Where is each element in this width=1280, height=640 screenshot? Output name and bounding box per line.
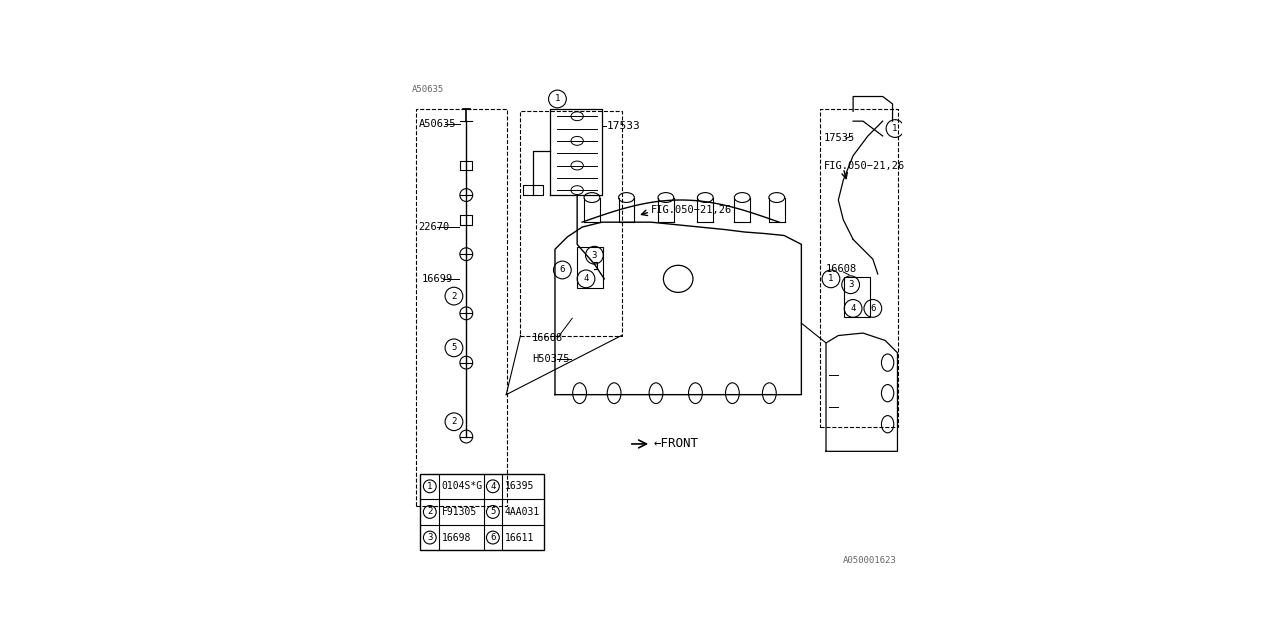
Text: 3: 3 — [591, 251, 596, 260]
Text: 16395: 16395 — [504, 481, 534, 492]
Text: 4: 4 — [490, 482, 495, 491]
Text: FIG.050−21,26: FIG.050−21,26 — [823, 161, 905, 170]
Bar — [577, 247, 603, 288]
Text: 22670: 22670 — [419, 222, 449, 232]
Text: 16608: 16608 — [531, 333, 563, 343]
Text: ←FRONT: ←FRONT — [654, 437, 699, 451]
Text: 16611: 16611 — [504, 532, 534, 543]
Text: 1: 1 — [828, 275, 833, 284]
Text: 1: 1 — [428, 482, 433, 491]
Text: 2: 2 — [452, 417, 457, 426]
Text: 6: 6 — [559, 266, 564, 275]
Text: 2: 2 — [428, 508, 433, 516]
Text: 4: 4 — [850, 304, 856, 313]
Text: 17535: 17535 — [823, 133, 855, 143]
Text: 16699: 16699 — [422, 274, 453, 284]
Text: 3: 3 — [847, 280, 854, 289]
Text: 4AA031: 4AA031 — [504, 507, 540, 517]
Text: 6: 6 — [490, 533, 495, 542]
Text: H50375: H50375 — [531, 354, 570, 364]
Text: 6: 6 — [870, 304, 876, 313]
Text: 1: 1 — [892, 124, 897, 133]
Text: A50635: A50635 — [412, 84, 444, 93]
Text: 4: 4 — [584, 275, 589, 284]
Bar — [420, 474, 544, 550]
Bar — [845, 277, 870, 317]
Text: FIG.050−21,26: FIG.050−21,26 — [652, 205, 732, 215]
Text: A050001623: A050001623 — [844, 556, 897, 565]
Text: 2: 2 — [452, 292, 457, 301]
Text: 5: 5 — [452, 343, 457, 353]
Text: 17533: 17533 — [607, 121, 640, 131]
Text: 0104S*G: 0104S*G — [442, 481, 483, 492]
Text: 3: 3 — [428, 533, 433, 542]
Text: 5: 5 — [490, 508, 495, 516]
Text: 16608: 16608 — [826, 264, 858, 274]
Text: 1: 1 — [554, 95, 561, 104]
Text: F91305: F91305 — [442, 507, 477, 517]
Text: A50635: A50635 — [419, 118, 456, 129]
Text: 16698: 16698 — [442, 532, 471, 543]
